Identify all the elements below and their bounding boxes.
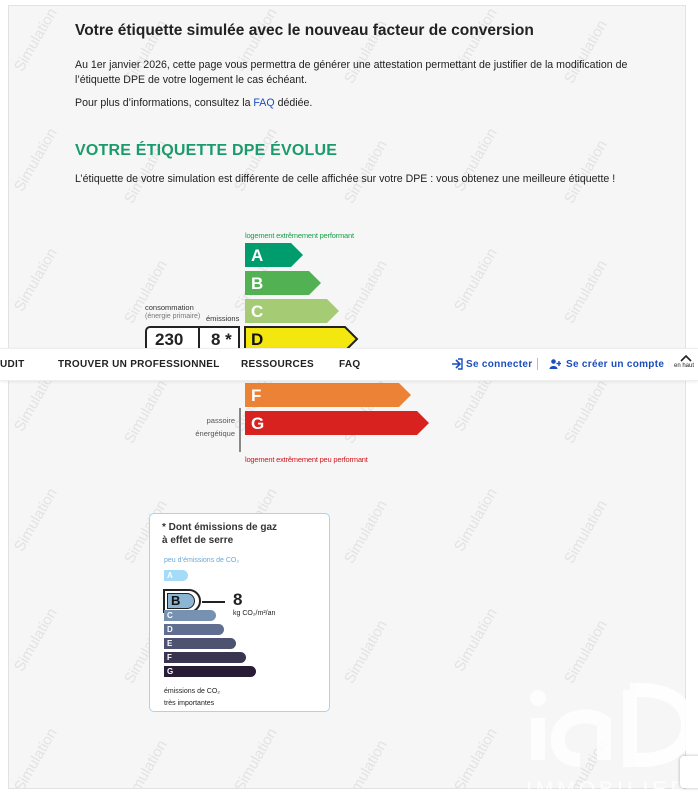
emissions-value: 8 * bbox=[211, 330, 232, 349]
ges-title: * Dont émissions de gaz à effet de serre bbox=[162, 521, 277, 547]
login-link[interactable]: Se connecter bbox=[466, 359, 533, 370]
chevron-up-icon[interactable] bbox=[674, 353, 698, 363]
ges-bottom-line1: émissions de CO₂ bbox=[164, 688, 221, 695]
ges-class-a: A bbox=[164, 570, 188, 581]
signup-link[interactable]: Se créer un compte bbox=[566, 359, 665, 370]
dpe-class-f: F bbox=[245, 383, 411, 407]
ges-class-e: E bbox=[164, 638, 236, 649]
section-title: VOTRE ÉTIQUETTE DPE ÉVOLUE bbox=[75, 142, 338, 159]
passoire-line2: énergétique bbox=[195, 429, 235, 438]
back-to-top-label[interactable]: en haut bbox=[674, 363, 695, 369]
ges-class-g: G bbox=[164, 666, 256, 677]
nav-faq[interactable]: FAQ bbox=[339, 359, 361, 370]
consommation-value: 230 bbox=[155, 330, 184, 349]
ges-unit: kg CO₂/m²/an bbox=[233, 610, 276, 617]
add-user-icon bbox=[549, 359, 561, 369]
iad-logo-sub: IMMOBILIER bbox=[526, 778, 690, 800]
page-title: Votre étiquette simulée avec le nouveau … bbox=[75, 22, 534, 39]
energie-primaire-label: (énergie primaire) bbox=[145, 313, 201, 320]
dpe-class-a: A bbox=[245, 243, 303, 267]
dpe-letter: G bbox=[251, 414, 264, 433]
dpe-class-b: B bbox=[245, 271, 321, 295]
iad-logo: IMMOBILIER bbox=[526, 683, 696, 800]
nav-ressources[interactable]: RESSOURCES bbox=[241, 359, 315, 370]
ges-title-line1: * Dont émissions de gaz bbox=[162, 522, 278, 533]
recaptcha-badge[interactable] bbox=[680, 756, 698, 788]
dpe-letter: A bbox=[251, 246, 263, 265]
passoire-bracket bbox=[239, 408, 241, 452]
value-separator bbox=[198, 328, 200, 352]
more-info-suffix: dédiée. bbox=[274, 97, 313, 109]
dpe-letter: B bbox=[251, 274, 263, 293]
dpe-class-d: D bbox=[244, 326, 359, 352]
ges-top-label: peu d’émissions de CO₂ bbox=[164, 557, 240, 564]
passoire-line1: passoire bbox=[206, 416, 235, 425]
ges-class-f: F bbox=[164, 652, 246, 663]
emissions-label: émissions bbox=[206, 314, 240, 323]
nav-trouver-professionnel[interactable]: TROUVER UN PROFESSIONNEL bbox=[58, 359, 220, 370]
dpe-letter: D bbox=[251, 330, 263, 349]
more-info-prefix: Pour plus d’informations, consultez la bbox=[75, 97, 254, 109]
dpe-value-box bbox=[145, 326, 240, 352]
ges-pointer-line bbox=[202, 601, 225, 603]
dpe-class-g: G bbox=[245, 411, 429, 435]
faq-link[interactable]: FAQ bbox=[253, 97, 275, 109]
ges-class-c: C bbox=[164, 610, 216, 621]
ges-selected-letter: B bbox=[167, 593, 195, 609]
dpe-letter: C bbox=[251, 302, 263, 321]
login-icon bbox=[452, 358, 463, 370]
ges-class-d: D bbox=[164, 624, 224, 635]
section-text: L’étiquette de votre simulation est diff… bbox=[75, 173, 616, 185]
ges-bottom-label: émissions de CO₂ très importantes bbox=[164, 686, 220, 710]
nav-separator bbox=[537, 358, 538, 370]
simulation-panel: Simulation Simulation Simulation Simulation… bbox=[8, 5, 686, 789]
dpe-bottom-label: logement extrêmement peu performant bbox=[245, 455, 368, 464]
dpe-letter: F bbox=[251, 386, 261, 405]
dpe-top-label: logement extrêmement performant bbox=[245, 231, 354, 240]
nav-audit[interactable]: UDIT bbox=[0, 359, 25, 370]
dpe-class-c: C bbox=[245, 299, 339, 323]
more-info-text: Pour plus d’informations, consultez la F… bbox=[75, 97, 312, 109]
ges-value: 8 bbox=[233, 590, 243, 609]
ges-label-card: * Dont émissions de gaz à effet de serre … bbox=[149, 513, 330, 712]
sticky-navbar: UDIT TROUVER UN PROFESSIONNEL RESSOURCES… bbox=[0, 348, 698, 381]
consommation-label: consommation bbox=[145, 303, 194, 312]
intro-text: Au 1er janvier 2026, cette page vous per… bbox=[75, 59, 628, 86]
passoire-label: passoire énergétique bbox=[179, 414, 235, 440]
ges-title-line2: à effet de serre bbox=[162, 535, 234, 546]
ges-bottom-line2: très importantes bbox=[164, 700, 215, 707]
